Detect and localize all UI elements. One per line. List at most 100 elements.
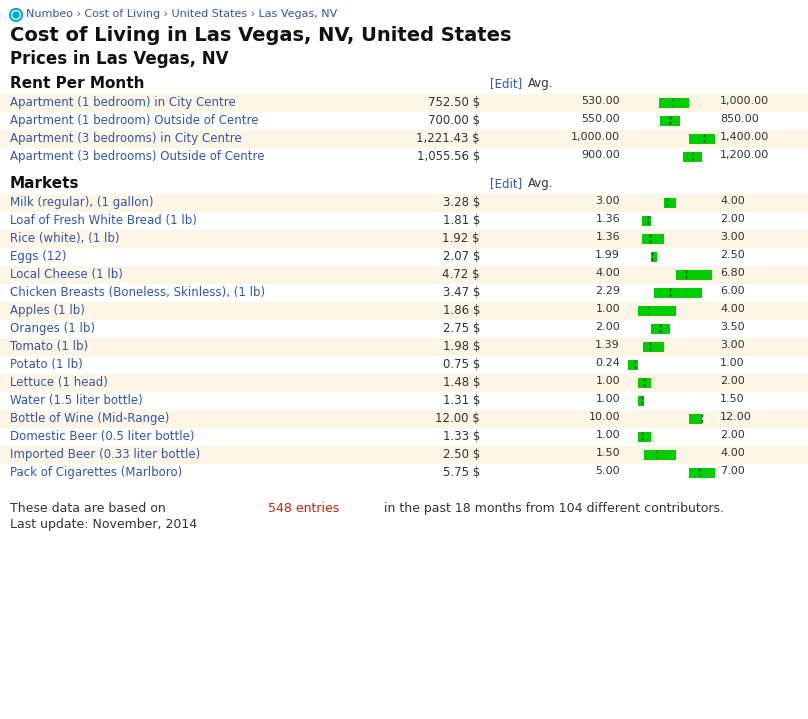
Text: 2.29: 2.29 [595,286,620,296]
Text: Milk (regular), (1 gallon): Milk (regular), (1 gallon) [10,196,154,209]
Text: 700.00 $: 700.00 $ [428,114,480,127]
Bar [0,148,808,166]
Text: Apartment (3 bedrooms) Outside of Centre: Apartment (3 bedrooms) Outside of Centre [10,150,264,163]
Bar [638,432,650,442]
Text: 3.00: 3.00 [720,232,745,242]
Text: 1.50: 1.50 [720,394,745,404]
Bar [0,284,808,302]
Text: 1.48 $: 1.48 $ [443,376,480,389]
Bar [0,248,808,266]
Bar [0,464,808,482]
Text: 0.75 $: 0.75 $ [443,358,480,371]
Bar [0,174,808,194]
Text: 4.72 $: 4.72 $ [443,268,480,281]
Bar [0,230,808,248]
Text: 1.00: 1.00 [595,304,620,314]
Bar [650,252,657,262]
Bar [638,378,650,388]
Text: Imported Beer (0.33 liter bottle): Imported Beer (0.33 liter bottle) [10,448,200,461]
Text: 2.00: 2.00 [720,430,745,440]
Text: 0.24: 0.24 [595,358,620,368]
Text: 2.07 $: 2.07 $ [443,250,480,263]
Bar [663,198,676,208]
Text: Local Cheese (1 lb): Local Cheese (1 lb) [10,268,123,281]
Text: Loaf of Fresh White Bread (1 lb): Loaf of Fresh White Bread (1 lb) [10,214,197,227]
Bar [659,98,689,108]
Bar [676,270,713,280]
Text: 10.00: 10.00 [588,412,620,422]
Bar [0,392,808,410]
Text: 1.33 $: 1.33 $ [443,430,480,443]
Bar [0,302,808,320]
Text: 5.00: 5.00 [595,466,620,476]
Text: 1.39: 1.39 [595,340,620,350]
Text: 548 entries: 548 entries [268,502,339,515]
Text: 1.00: 1.00 [595,394,620,404]
Text: Cost of Living in Las Vegas, NV, United States: Cost of Living in Las Vegas, NV, United … [10,26,511,45]
Text: 1,400.00: 1,400.00 [720,132,769,142]
Text: Potato (1 lb): Potato (1 lb) [10,358,82,371]
Text: 1.00: 1.00 [595,430,620,440]
Bar [644,450,676,460]
Text: 900.00: 900.00 [581,150,620,160]
Text: 1.86 $: 1.86 $ [443,304,480,317]
Text: 550.00: 550.00 [582,114,620,124]
Text: 1.00: 1.00 [595,376,620,386]
Bar [642,234,663,244]
Text: 850.00: 850.00 [720,114,759,124]
Text: Markets: Markets [10,176,79,191]
Bar [0,428,808,446]
Bar [0,94,808,112]
Text: [Edit]: [Edit] [490,77,522,90]
Bar [0,212,808,230]
Bar [0,320,808,338]
Text: Apartment (1 bedroom) in City Centre: Apartment (1 bedroom) in City Centre [10,96,236,109]
Text: 4.00: 4.00 [720,196,745,206]
Bar [642,216,650,226]
Bar [638,396,644,406]
Text: 2.75 $: 2.75 $ [443,322,480,335]
Bar [689,414,702,424]
Bar [0,356,808,374]
Bar [0,74,808,94]
Text: 2.00: 2.00 [720,214,745,224]
Text: 3.47 $: 3.47 $ [443,286,480,299]
Text: in the past 18 months from 104 different contributors.: in the past 18 months from 104 different… [381,502,724,515]
Text: Last update: November, 2014: Last update: November, 2014 [10,518,197,531]
Text: Tomato (1 lb): Tomato (1 lb) [10,340,88,353]
Text: Rent Per Month: Rent Per Month [10,76,145,91]
Text: 2.00: 2.00 [595,322,620,332]
Bar [689,468,715,478]
Text: Water (1.5 liter bottle): Water (1.5 liter bottle) [10,394,143,407]
Text: 1,000.00: 1,000.00 [571,132,620,142]
Text: 1,055.56 $: 1,055.56 $ [417,150,480,163]
Circle shape [13,12,19,18]
Text: Apartment (3 bedrooms) in City Centre: Apartment (3 bedrooms) in City Centre [10,132,242,145]
Bar [0,446,808,464]
Text: 1.36: 1.36 [595,214,620,224]
Text: Rice (white), (1 lb): Rice (white), (1 lb) [10,232,120,245]
Text: Prices in Las Vegas, NV: Prices in Las Vegas, NV [10,50,229,68]
Text: Apples (1 lb): Apples (1 lb) [10,304,85,317]
Text: Apartment (1 bedroom) Outside of Centre: Apartment (1 bedroom) Outside of Centre [10,114,259,127]
Text: 1,200.00: 1,200.00 [720,150,769,160]
Text: 1.92 $: 1.92 $ [443,232,480,245]
Text: 1.81 $: 1.81 $ [443,214,480,227]
Text: Domestic Beer (0.5 liter bottle): Domestic Beer (0.5 liter bottle) [10,430,195,443]
Text: 4.00: 4.00 [720,448,745,458]
Bar [0,410,808,428]
Text: 6.80: 6.80 [720,268,745,278]
Text: 1.00: 1.00 [720,358,745,368]
Text: 2.00: 2.00 [720,376,745,386]
Bar [660,116,680,126]
Text: Pack of Cigarettes (Marlboro): Pack of Cigarettes (Marlboro) [10,466,183,479]
Text: [Edit]: [Edit] [490,177,522,190]
Text: Avg.: Avg. [528,77,553,90]
Bar [0,266,808,284]
Text: 3.50: 3.50 [720,322,745,332]
Text: 12.00 $: 12.00 $ [436,412,480,425]
Text: 1.36: 1.36 [595,232,620,242]
Text: 5.75 $: 5.75 $ [443,466,480,479]
Text: 12.00: 12.00 [720,412,751,422]
Text: 1,000.00: 1,000.00 [720,96,769,106]
